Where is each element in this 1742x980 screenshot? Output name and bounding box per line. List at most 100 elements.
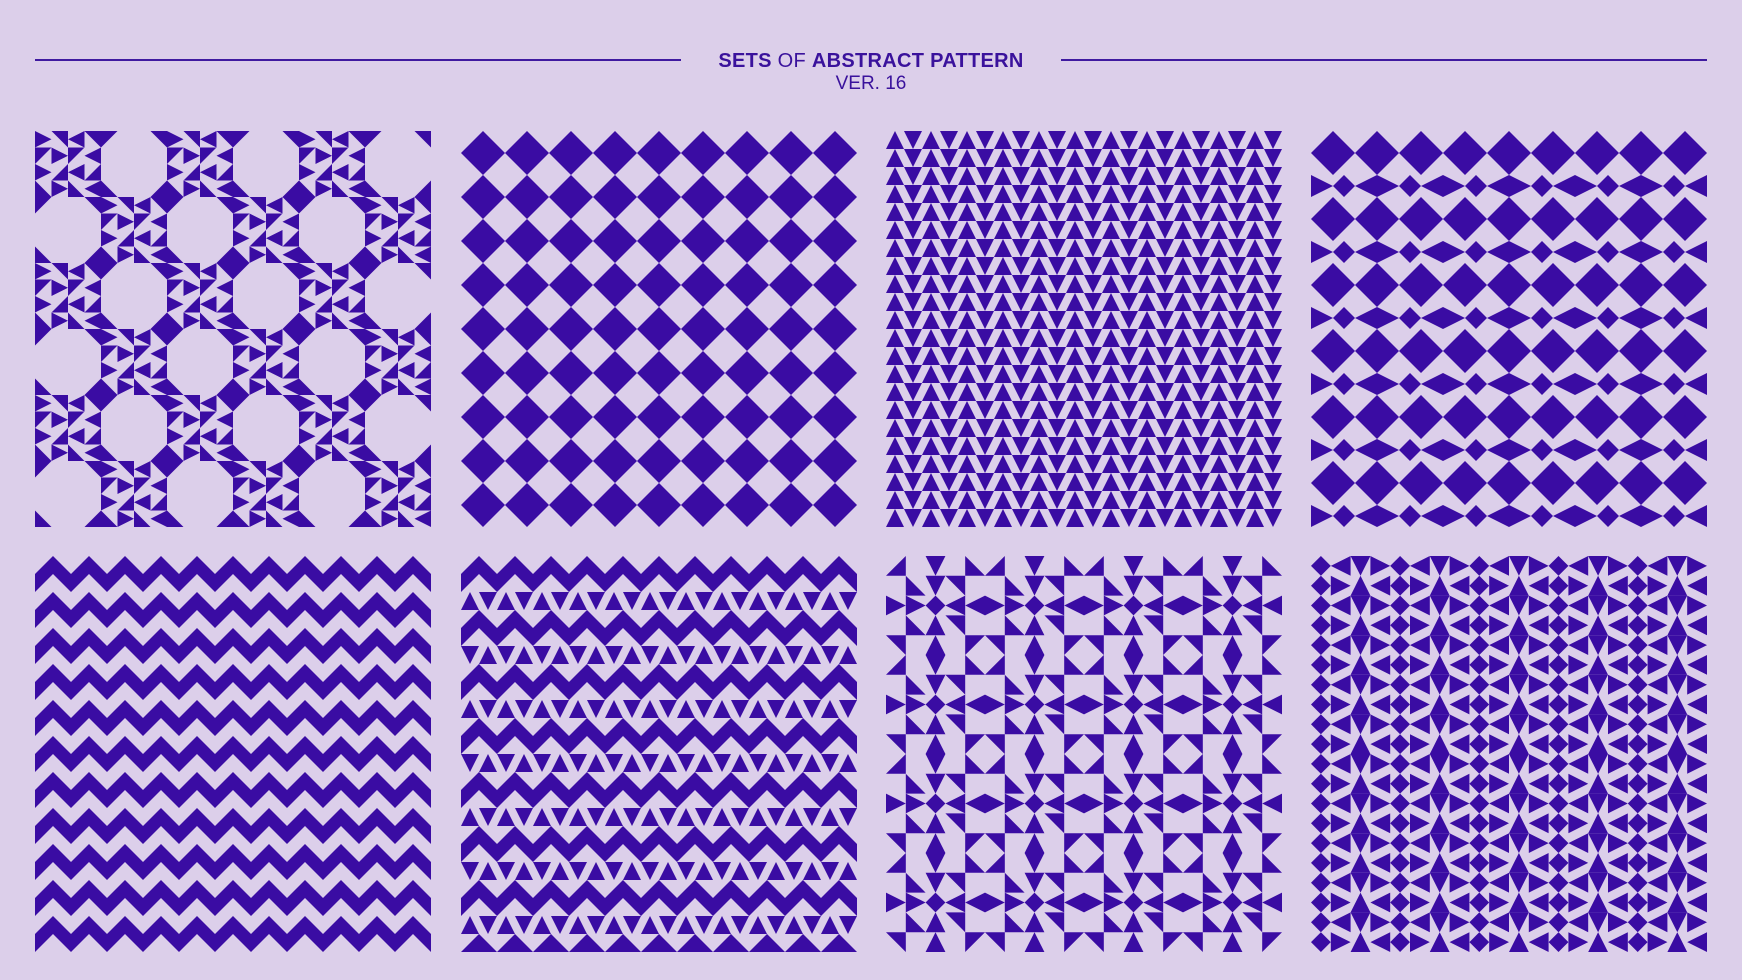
- pattern-5-triangle: [107, 628, 125, 646]
- pattern-8-triangle: [1330, 674, 1351, 695]
- pattern-5-triangle: [269, 772, 287, 790]
- pattern-7-triangle: [905, 575, 926, 596]
- pattern-4-triangle: [1311, 439, 1333, 461]
- pattern-5-triangle: [35, 790, 53, 808]
- pattern-2-triangle: [703, 439, 725, 461]
- pattern-7-triangle: [886, 595, 906, 616]
- pattern-5-triangle: [143, 826, 161, 844]
- pattern-1-triangle: [365, 213, 382, 230]
- pattern-2-triangle: [835, 197, 857, 219]
- pattern-1-triangle: [266, 494, 283, 511]
- pattern-7-triangle: [1262, 793, 1282, 814]
- pattern-6-triangle: [569, 736, 587, 754]
- pattern-3-triangle: [904, 491, 922, 509]
- pattern-8-triangle: [1568, 734, 1589, 754]
- pattern-6-triangle: [623, 610, 641, 628]
- pattern-4-triangle: [1311, 175, 1333, 197]
- pattern-4-triangle: [1597, 461, 1619, 483]
- pattern-5-triangle: [143, 862, 161, 880]
- pattern-6-triangle: [641, 574, 659, 592]
- pattern-6-triangle: [497, 916, 515, 934]
- pattern-6-triangle: [533, 682, 551, 700]
- pattern-6-triangle: [785, 592, 803, 610]
- pattern-1-triangle: [299, 164, 316, 181]
- pattern-6-triangle: [713, 862, 731, 880]
- pattern-5-triangle: [305, 700, 323, 718]
- pattern-3-triangle: [940, 437, 958, 455]
- pattern-4-triangle: [1333, 373, 1355, 395]
- pattern-8-triangle: [1370, 694, 1391, 715]
- pattern-6-triangle: [659, 754, 677, 772]
- pattern-8-triangle: [1667, 932, 1688, 952]
- pattern-3-triangle: [1012, 383, 1030, 401]
- pattern-8-triangle: [1667, 615, 1688, 636]
- pattern-1-triangle: [183, 411, 200, 428]
- pattern-7-triangle: [886, 793, 906, 814]
- pattern-6-triangle: [605, 844, 623, 862]
- pattern-5-triangle: [125, 736, 143, 754]
- pattern-3-triangle: [1138, 401, 1156, 419]
- pattern-8-triangle: [1687, 595, 1707, 616]
- pattern-1-triangle: [150, 246, 167, 263]
- pattern-4-triangle: [1531, 175, 1553, 197]
- pattern-8-triangle: [1469, 714, 1490, 735]
- pattern-1-triangle: [332, 428, 349, 445]
- pattern-8-triangle: [1330, 872, 1351, 893]
- pattern-6-triangle: [461, 898, 479, 916]
- pattern-3-triangle: [1066, 221, 1084, 239]
- pattern-1-triangle: [35, 197, 52, 214]
- pattern-7-triangle: [1103, 674, 1124, 695]
- pattern-1-triangle: [398, 213, 415, 230]
- pattern-5-triangle: [233, 700, 251, 718]
- pattern-6-triangle: [461, 736, 479, 754]
- pattern-2-triangle: [571, 241, 593, 263]
- pattern-5-triangle: [359, 664, 377, 682]
- pattern-5-triangle: [359, 700, 377, 718]
- pattern-1-triangle: [117, 329, 134, 346]
- pattern-3-triangle: [1174, 347, 1192, 365]
- pattern-8-triangle: [1350, 932, 1371, 952]
- pattern-4-triangle: [1619, 285, 1641, 307]
- pattern-8-triangle: [1449, 575, 1470, 596]
- pattern-6-triangle: [803, 754, 821, 772]
- pattern-5-triangle: [143, 628, 161, 646]
- pattern-tile-1: [35, 131, 431, 527]
- pattern-7-triangle: [905, 595, 926, 616]
- pattern-6-triangle: [785, 916, 803, 934]
- pattern-5-triangle: [287, 808, 305, 826]
- pattern-7-triangle: [1024, 872, 1045, 893]
- pattern-6-triangle: [587, 628, 605, 646]
- pattern-3-triangle: [1012, 419, 1030, 437]
- pattern-7-triangle: [1024, 556, 1045, 576]
- pattern-4-triangle: [1553, 483, 1575, 505]
- pattern-7-triangle: [1222, 793, 1243, 814]
- pattern-8-triangle: [1608, 655, 1628, 675]
- pattern-7-triangle: [1123, 674, 1144, 695]
- pattern-3-triangle: [1138, 293, 1156, 311]
- pattern-8-triangle: [1410, 853, 1430, 873]
- pattern-2-triangle: [835, 263, 857, 285]
- pattern-3-triangle: [1102, 203, 1120, 221]
- pattern-5-triangle: [395, 646, 413, 664]
- pattern-2-triangle: [637, 483, 659, 505]
- pattern-4-triangle: [1597, 439, 1619, 461]
- pattern-6-triangle: [803, 862, 821, 880]
- pattern-8-triangle: [1350, 853, 1371, 873]
- pattern-1-triangle: [117, 378, 134, 395]
- pattern-3-triangle: [1228, 491, 1246, 509]
- pattern-1-triangle: [414, 131, 431, 148]
- pattern-6-triangle: [623, 844, 641, 862]
- pattern-8-triangle: [1588, 932, 1608, 952]
- pattern-3-triangle: [1264, 185, 1282, 203]
- pattern-1-triangle: [51, 180, 68, 197]
- pattern-3-triangle: [1156, 365, 1174, 383]
- pattern-5-triangle: [413, 844, 431, 862]
- pattern-2-triangle: [615, 175, 637, 197]
- pattern-7-triangle: [945, 694, 966, 715]
- pattern-2-triangle: [483, 417, 505, 439]
- pattern-6-triangle: [479, 916, 497, 934]
- pattern-3-triangle: [922, 419, 940, 437]
- pattern-3-triangle: [886, 131, 904, 149]
- pattern-6-triangle: [461, 610, 479, 628]
- pattern-2-triangle: [593, 153, 615, 175]
